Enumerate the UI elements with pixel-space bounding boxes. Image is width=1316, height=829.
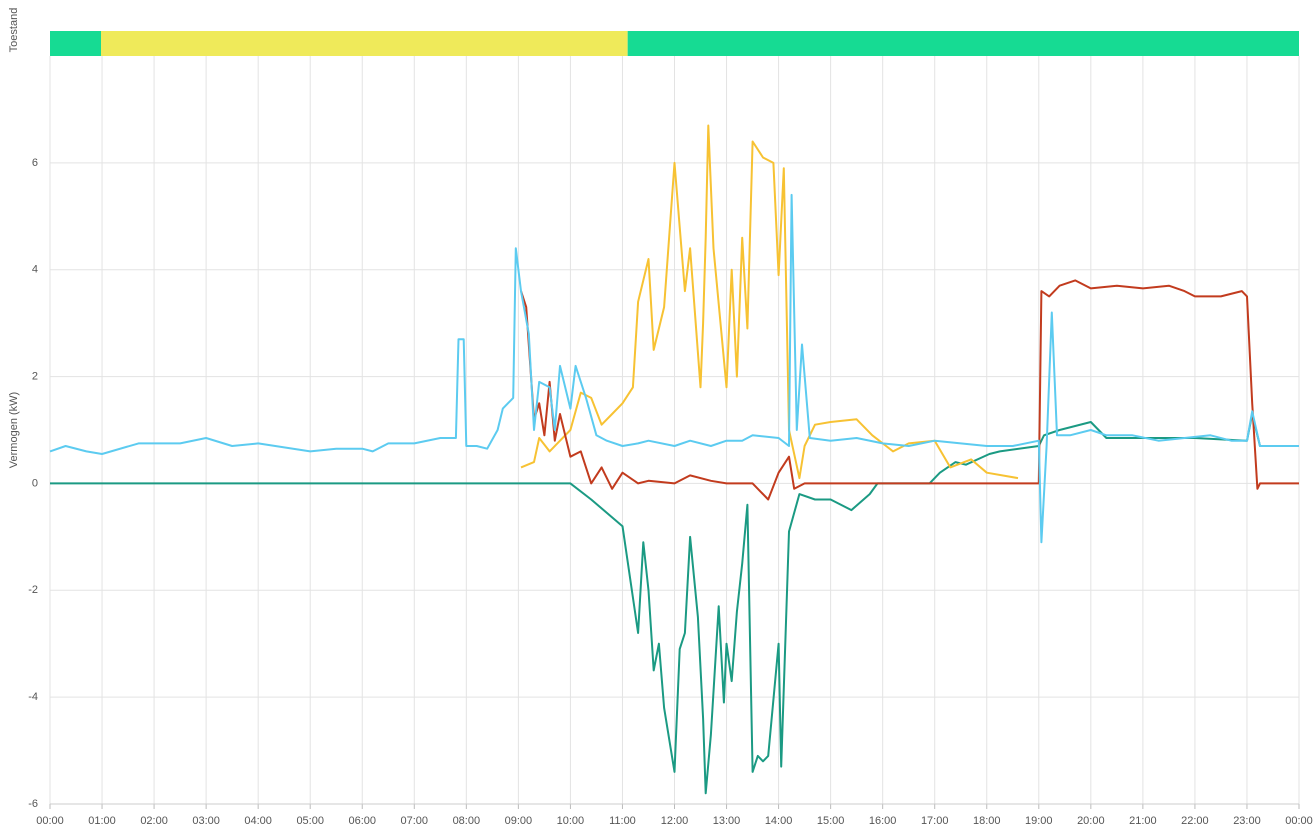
state-label: Toestand [8, 8, 20, 53]
x-tick-label: 22:00 [1181, 815, 1209, 827]
x-tick-label: 17:00 [921, 815, 949, 827]
y-tick-label: -4 [28, 691, 38, 703]
state-segment [101, 31, 628, 56]
x-tick-label: 20:00 [1077, 815, 1105, 827]
x-tick-label: 15:00 [817, 815, 845, 827]
y-tick-label: -2 [28, 584, 38, 596]
state-segment [627, 31, 1299, 56]
x-tick-label: 12:00 [661, 815, 689, 827]
x-tick-label: 05:00 [296, 815, 324, 827]
x-tick-label: 13:00 [713, 815, 741, 827]
x-tick-label: 14:00 [765, 815, 793, 827]
series-line [49, 193, 1299, 544]
series-line [50, 413, 1299, 795]
y-tick-label: 4 [32, 264, 38, 276]
x-tick-label: 06:00 [348, 815, 376, 827]
x-tick-label: 18:00 [973, 815, 1001, 827]
x-tick-label: 00:00 [36, 815, 64, 827]
x-tick-label: 07:00 [401, 815, 429, 827]
y-tick-label: 0 [32, 477, 38, 489]
state-segment [50, 31, 102, 56]
x-tick-label: 01:00 [88, 815, 116, 827]
series-line [520, 279, 1299, 501]
x-tick-label: 21:00 [1129, 815, 1157, 827]
x-tick-label: 00:00 [1285, 815, 1313, 827]
x-tick-label: 23:00 [1233, 815, 1261, 827]
y-tick-label: 2 [32, 370, 38, 382]
x-tick-label: 09:00 [505, 815, 533, 827]
y-tick-label: 6 [32, 157, 38, 169]
x-tick-label: 10:00 [557, 815, 585, 827]
x-tick-label: 03:00 [192, 815, 220, 827]
x-tick-label: 02:00 [140, 815, 168, 827]
x-tick-label: 04:00 [244, 815, 272, 827]
y-tick-label: -6 [28, 798, 38, 810]
series-line [520, 124, 1019, 480]
x-tick-label: 11:00 [609, 815, 636, 827]
x-tick-label: 16:00 [869, 815, 897, 827]
y-axis-label: Vermogen (kW) [8, 392, 20, 468]
x-tick-label: 08:00 [453, 815, 481, 827]
x-tick-label: 19:00 [1025, 815, 1053, 827]
